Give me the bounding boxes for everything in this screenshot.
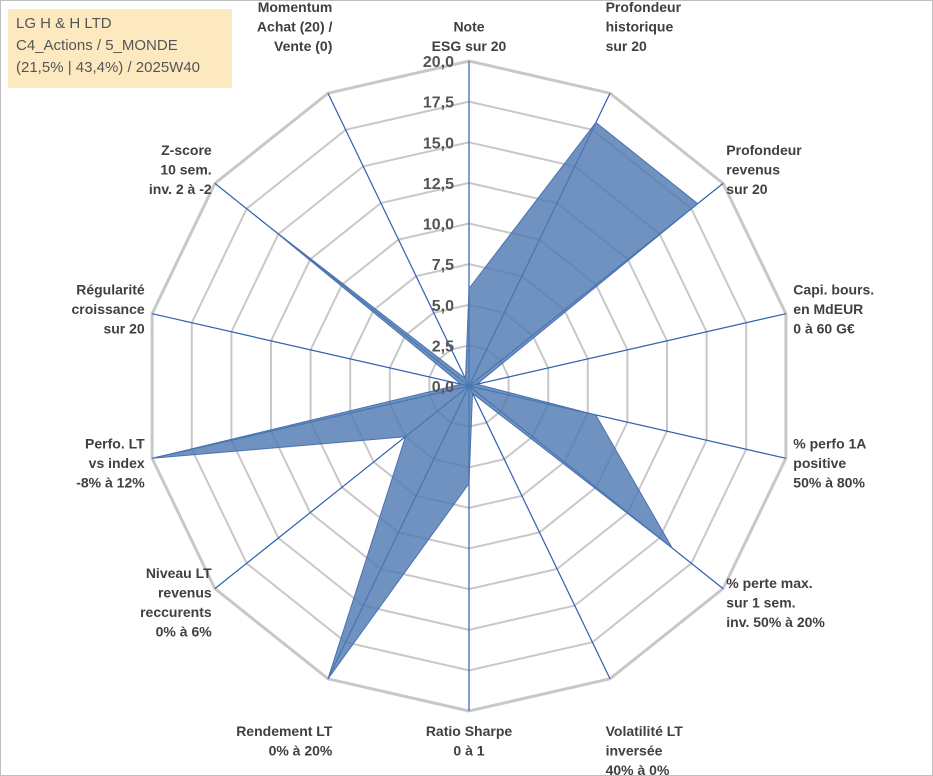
category-label-line: -8% à 12% xyxy=(76,475,145,491)
category-label: Note ESG sur 20 xyxy=(432,19,507,55)
company-name: LG H & H LTD xyxy=(16,15,112,32)
category-label-line: Profondeur xyxy=(726,142,802,158)
radial-axis xyxy=(468,385,611,680)
category-label: Perfo. LT vs index -8% à 12% xyxy=(76,436,145,491)
tick-label: 17,5 xyxy=(423,95,454,112)
category-label-line: 0 à 1 xyxy=(453,743,484,759)
category-label-line: 0% à 6% xyxy=(156,624,213,640)
category-label: Rendement LT 0% à 20% xyxy=(236,723,333,759)
radial-axis xyxy=(468,313,787,387)
category-label-line: % perfo 1A xyxy=(793,436,866,452)
portfolio-name: C4_Actions / 5_MONDE xyxy=(16,37,178,54)
category-label-line: 0 à 60 G€ xyxy=(793,320,855,336)
category-label: Capi. bours. en MdEUR 0 à 60 G€ xyxy=(793,281,874,336)
category-label-line: 10 sem. xyxy=(160,162,211,178)
category-label-line: 40% à 0% xyxy=(606,762,670,776)
category-label-line: 50% à 80% xyxy=(793,475,865,491)
category-label-line: Z-score xyxy=(161,142,212,158)
category-label-line: Ratio Sharpe xyxy=(426,723,513,739)
category-label-line: sur 1 sem. xyxy=(726,594,795,610)
category-label-line: Achat (20) / xyxy=(257,19,333,35)
tick-label: 0,0 xyxy=(432,379,454,396)
category-label-line: Niveau LT xyxy=(146,565,212,581)
category-label-line: Note xyxy=(453,19,484,35)
category-label-line: reccurents xyxy=(140,604,212,620)
category-label-line: revenus xyxy=(726,162,780,178)
portfolio-stats: (21,5% | 43,4%) / 2025W40 xyxy=(16,59,200,76)
tick-label: 2,5 xyxy=(432,338,454,355)
category-label-line: Régularité xyxy=(76,281,145,297)
category-label-line: Vente (0) xyxy=(274,38,332,54)
category-label: Régularité croissance sur 20 xyxy=(72,281,145,336)
tick-label: 7,5 xyxy=(432,257,454,274)
radial-axis xyxy=(151,313,470,387)
category-label-line: Rendement LT xyxy=(236,723,333,739)
category-label-line: croissance xyxy=(72,301,145,317)
category-label-line: revenus xyxy=(158,585,212,601)
category-label: % perte max. sur 1 sem. inv. 50% à 20% xyxy=(726,575,825,630)
category-label-line: Profondeur xyxy=(606,0,682,15)
info-box: LG H & H LTD C4_Actions / 5_MONDE (21,5%… xyxy=(8,9,232,88)
category-label: Z-score 10 sem. inv. 2 à -2 xyxy=(149,142,212,197)
category-label: Volatilité LT inversée 40% à 0% xyxy=(606,723,684,776)
category-label-line: inversée xyxy=(606,743,663,759)
category-label-line: 0% à 20% xyxy=(269,743,333,759)
category-label: Ratio Sharpe 0 à 1 xyxy=(426,723,513,759)
category-label-line: % perte max. xyxy=(726,575,812,591)
tick-label: 12,5 xyxy=(423,176,454,193)
category-label-line: sur 20 xyxy=(606,38,647,54)
radial-axis xyxy=(327,92,470,387)
category-label-line: positive xyxy=(793,455,846,471)
category-label-line: Volatilité LT xyxy=(606,723,684,739)
category-label-line: Momentum xyxy=(258,0,333,15)
tick-label: 10,0 xyxy=(423,217,454,234)
series-area xyxy=(151,121,699,680)
tick-label: 5,0 xyxy=(432,298,454,315)
category-label: Profondeur historique sur 20 xyxy=(606,0,682,54)
category-label: Profondeur revenus sur 20 xyxy=(726,142,802,197)
tick-label: 20,0 xyxy=(423,54,454,71)
category-label-line: sur 20 xyxy=(726,181,767,197)
category-label-line: sur 20 xyxy=(103,320,144,336)
category-label-line: inv. 2 à -2 xyxy=(149,181,212,197)
category-label-line: ESG sur 20 xyxy=(432,38,507,54)
category-label-line: inv. 50% à 20% xyxy=(726,614,825,630)
category-label-line: vs index xyxy=(89,455,145,471)
category-label: Momentum Achat (20) / Vente (0) xyxy=(257,0,333,54)
category-label: Niveau LT revenus reccurents 0% à 6% xyxy=(140,565,212,640)
category-label-line: Perfo. LT xyxy=(85,436,145,452)
category-label-line: en MdEUR xyxy=(793,301,863,317)
tick-label: 15,0 xyxy=(423,135,454,152)
category-label-line: historique xyxy=(606,19,674,35)
category-label: % perfo 1A positive 50% à 80% xyxy=(793,436,866,491)
category-label-line: Capi. bours. xyxy=(793,281,874,297)
